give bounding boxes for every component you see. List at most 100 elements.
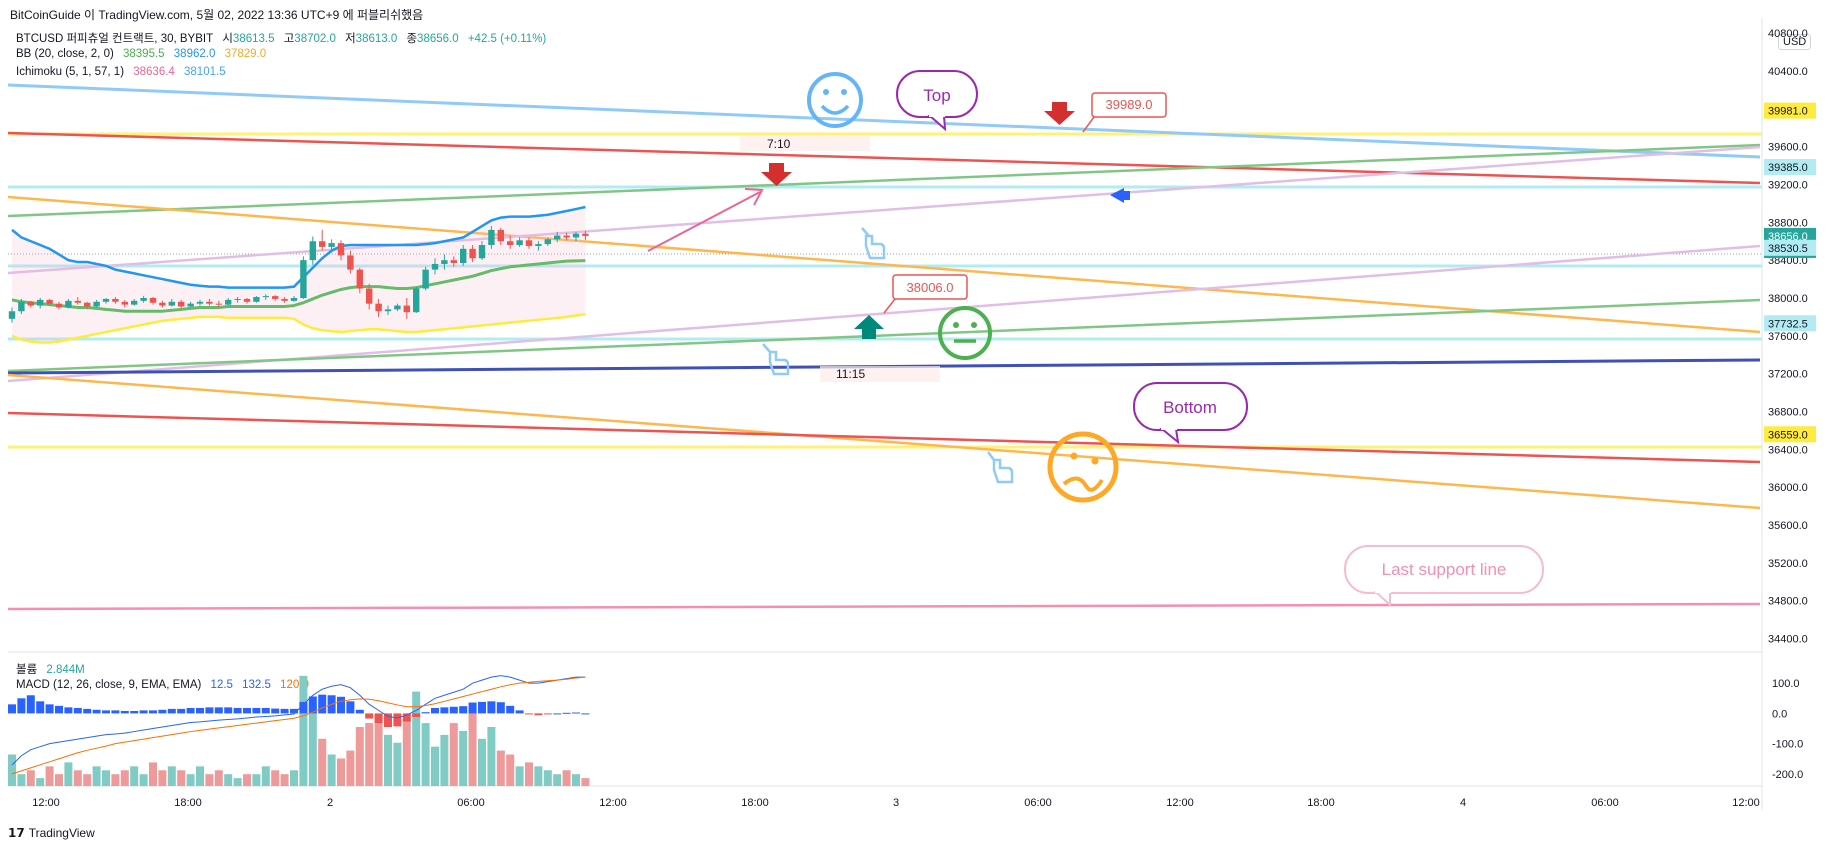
macd-hist-bar: [308, 696, 317, 714]
macd-hist-bar: [261, 707, 270, 714]
candle-body: [488, 229, 495, 246]
candle-body: [478, 245, 486, 259]
callout-bottom[interactable]: Bottom: [1133, 382, 1248, 445]
candle-body: [215, 303, 222, 305]
volume-bar: [515, 766, 524, 786]
callout-last-support[interactable]: Last support line: [1344, 545, 1544, 608]
candle-body: [290, 298, 298, 301]
volume-bar: [252, 774, 261, 786]
ichimoku-conv-value: 38636.4: [133, 66, 175, 78]
trendline-orange-mid[interactable]: [7, 195, 1761, 334]
candle-body: [178, 301, 185, 307]
macd-hist-bar: [412, 713, 421, 718]
candle-body: [102, 298, 110, 302]
callout-top-text: Top: [923, 86, 950, 105]
time-tick: 18:00: [741, 797, 769, 809]
trendline-orange-bottom[interactable]: [7, 373, 1761, 510]
macd-hist-bar: [83, 708, 92, 714]
arrow-down-red-1[interactable]: [761, 163, 792, 186]
volume-bar: [553, 774, 562, 786]
trendline-red-top[interactable]: [7, 131, 1761, 185]
candle-body: [394, 305, 401, 310]
bb-upper-line: [11, 205, 586, 289]
volume-bar: [17, 774, 26, 786]
macd-hist-bar: [393, 713, 402, 727]
last-support-line[interactable]: [7, 602, 1761, 611]
currency-button[interactable]: USD: [1778, 34, 1812, 50]
candle-body: [55, 303, 63, 308]
volume-bar: [365, 723, 374, 786]
time-tick: 4: [1460, 797, 1466, 809]
macd-hist-bar: [449, 706, 458, 714]
channel-purple-upper[interactable]: [7, 145, 1761, 275]
bb-basis-line: [11, 259, 586, 313]
macd-hist-bar: [506, 705, 515, 714]
neutral-face-icon[interactable]: [938, 306, 992, 360]
price-note-38006[interactable]: 38006.0: [883, 274, 968, 314]
macd-hist-bar: [139, 710, 148, 714]
macd-hist-bar: [318, 694, 327, 714]
volume-bar: [233, 778, 242, 786]
candle-body: [450, 260, 457, 263]
volume-bar: [459, 730, 468, 786]
trendline-green-bottom[interactable]: [7, 298, 1761, 373]
open-value: 38613.5: [232, 33, 275, 45]
volume-bar: [167, 766, 176, 786]
trendline-green-top[interactable]: [7, 143, 1761, 218]
price-tick: 40400.0: [1768, 66, 1808, 78]
macd-hist-bar: [252, 707, 261, 714]
macd-hist-bar: [233, 707, 242, 714]
arrow-down-red-2[interactable]: [1044, 102, 1075, 125]
volume-bar: [243, 774, 251, 786]
projection-arrow-line[interactable]: [647, 191, 761, 252]
volume-bar: [543, 770, 552, 786]
callout-top[interactable]: Top: [896, 70, 978, 132]
hand-pointer-icon[interactable]: [762, 343, 790, 376]
candle-body: [168, 301, 175, 306]
volume-bar: [73, 770, 82, 786]
volume-bars: [8, 675, 590, 786]
volume-bar: [562, 770, 571, 786]
hand-pointer-icon[interactable]: [987, 451, 1014, 484]
volume-legend: 볼륨 2.844M: [16, 661, 91, 677]
price-tick: 37200.0: [1768, 369, 1808, 381]
volume-bar: [525, 762, 533, 786]
macd-hist-bar: [365, 713, 374, 719]
price-tick: 36800.0: [1768, 407, 1808, 419]
trendline-red-bottom[interactable]: [7, 411, 1761, 464]
macd-hist-bar: [102, 710, 110, 714]
footer-brand[interactable]: TradingView: [28, 826, 95, 840]
macd-hist-bar: [167, 708, 176, 714]
candle-body: [262, 296, 269, 298]
change-value: +42.5 (+0.11%): [467, 33, 547, 45]
candle-body: [272, 296, 279, 299]
candle-body: [74, 300, 81, 303]
happy-face-icon[interactable]: [807, 72, 863, 128]
candle-body: [140, 298, 147, 301]
callout-bottom-text: Bottom: [1163, 398, 1217, 417]
price-note-39989[interactable]: 39989.0: [1082, 92, 1167, 133]
price-label-bg: [1764, 102, 1816, 119]
price-note-38006-text: 38006.0: [907, 280, 954, 295]
arrow-left-blue[interactable]: [1110, 188, 1124, 203]
confused-face-icon[interactable]: [1047, 431, 1119, 503]
price-tick: 34800.0: [1768, 596, 1808, 608]
price-tick: 36000.0: [1768, 482, 1808, 494]
price-tick: 34400.0: [1768, 634, 1808, 646]
high-value: 38702.0: [294, 33, 336, 45]
macd-tick: -200.0: [1772, 769, 1803, 781]
trendline-blue-top[interactable]: [7, 83, 1761, 159]
time-tick: 06:00: [457, 797, 485, 809]
volume-bar: [478, 738, 486, 786]
high-label: 고: [283, 33, 295, 45]
volume-bar: [468, 711, 477, 786]
symbol-legend: BTCUSD 퍼피츄얼 컨트랙트, 30, BYBIT 시38613.5 고38…: [16, 30, 552, 46]
macd-hist-bar: [45, 704, 54, 714]
candle-body: [319, 241, 326, 247]
arrow-up-green[interactable]: [854, 315, 884, 339]
hand-pointer-icon[interactable]: [861, 227, 886, 260]
macd-hist-bar: [186, 707, 195, 714]
candle-body: [384, 309, 392, 312]
time-tick: 12:00: [599, 797, 627, 809]
